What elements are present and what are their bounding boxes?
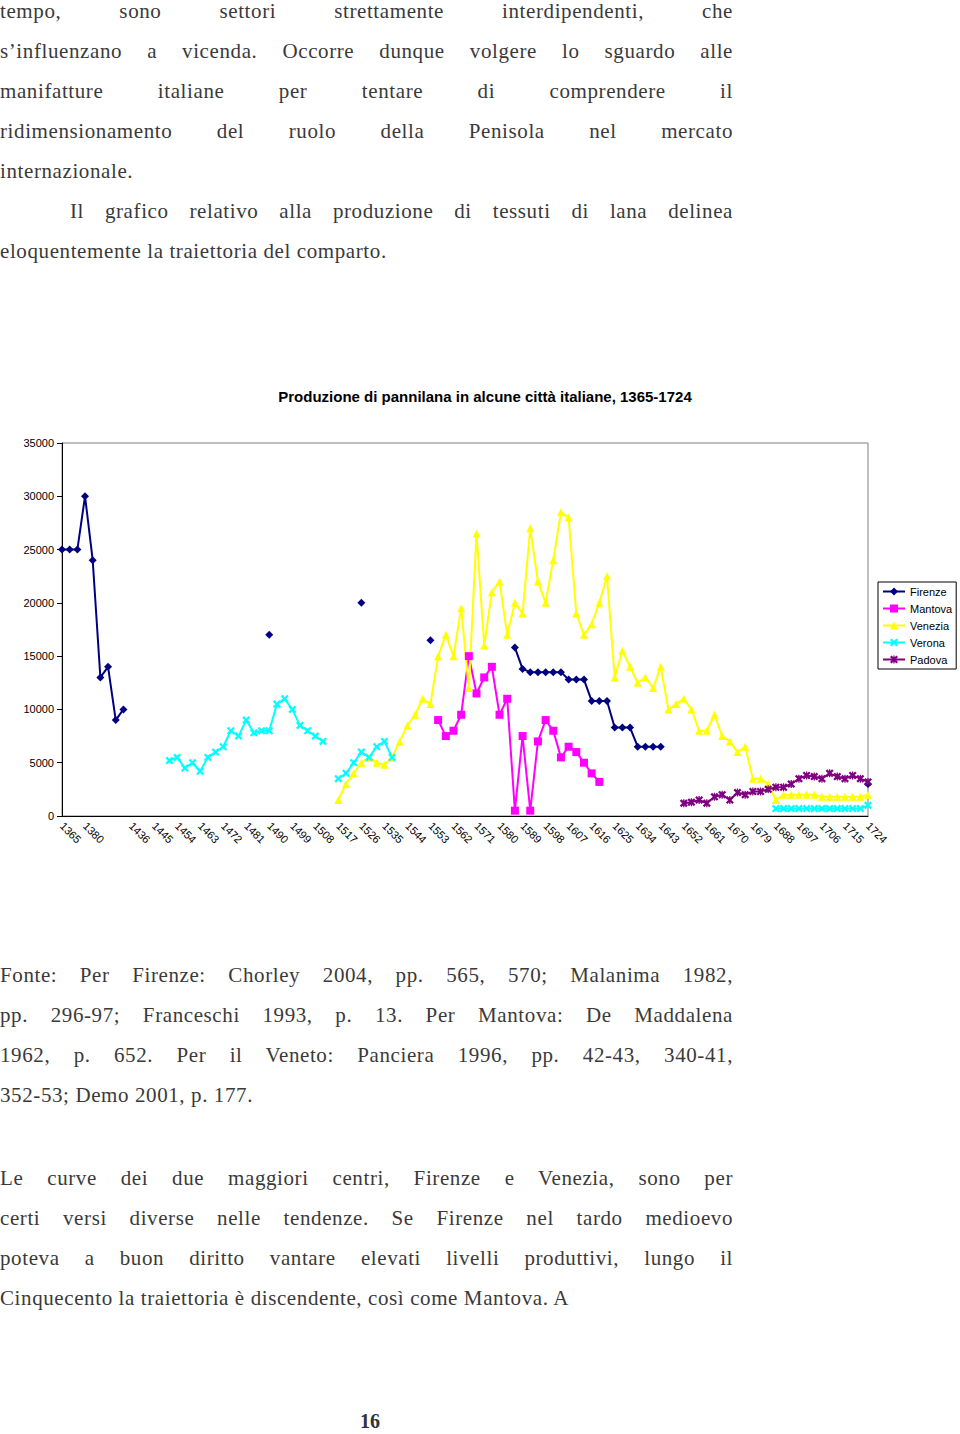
html-text:16: 16 xyxy=(360,1410,380,1432)
svg-text:1535: 1535 xyxy=(380,820,406,846)
svg-text:Padova: Padova xyxy=(910,654,948,666)
svg-text:25000: 25000 xyxy=(23,544,54,556)
svg-text:1724: 1724 xyxy=(864,820,890,846)
html-text:pp. 296-97; Franceschi 1993, p: pp. 296-97; Franceschi 1993, p. 13. Per … xyxy=(0,1003,733,1027)
svg-text:1508: 1508 xyxy=(311,820,337,846)
svg-text:1454: 1454 xyxy=(173,820,199,846)
svg-text:1679: 1679 xyxy=(749,820,775,846)
svg-text:1598: 1598 xyxy=(541,820,567,846)
html-text:s’influenzano a vicenda. Occor: s’influenzano a vicenda. Occorre dunque … xyxy=(0,39,733,63)
svg-text:1571: 1571 xyxy=(472,820,498,846)
svg-text:1589: 1589 xyxy=(518,820,544,846)
svg-text:1553: 1553 xyxy=(426,820,452,846)
svg-text:30000: 30000 xyxy=(23,490,54,502)
svg-text:1706: 1706 xyxy=(818,820,844,846)
svg-text:1580: 1580 xyxy=(495,820,521,846)
svg-text:1463: 1463 xyxy=(196,820,222,846)
svg-text:1625: 1625 xyxy=(610,820,636,846)
html-text:Le curve dei due maggiori cent: Le curve dei due maggiori centri, Firenz… xyxy=(0,1166,733,1190)
svg-text:0: 0 xyxy=(48,810,54,822)
svg-text:1688: 1688 xyxy=(772,820,798,846)
html-text:Il grafico relativo alla produ: Il grafico relativo alla produzione di t… xyxy=(70,199,733,223)
svg-text:1670: 1670 xyxy=(726,820,752,846)
svg-text:Verona: Verona xyxy=(910,637,946,649)
svg-text:1517: 1517 xyxy=(334,820,360,846)
svg-text:35000: 35000 xyxy=(23,437,54,449)
svg-text:Venezia: Venezia xyxy=(910,620,950,632)
svg-text:20000: 20000 xyxy=(23,597,54,609)
svg-text:1380: 1380 xyxy=(81,820,107,846)
svg-text:1365: 1365 xyxy=(58,820,84,846)
svg-text:10000: 10000 xyxy=(23,703,54,715)
svg-text:1661: 1661 xyxy=(703,820,729,846)
svg-text:Produzione di pannilana in alc: Produzione di pannilana in alcune città … xyxy=(278,388,692,405)
svg-text:1616: 1616 xyxy=(587,820,613,846)
svg-text:1445: 1445 xyxy=(150,820,176,846)
html-text:Fonte: Per Firenze: Chorley 20: Fonte: Per Firenze: Chorley 2004, pp. 56… xyxy=(0,963,733,987)
svg-text:1562: 1562 xyxy=(449,820,475,846)
html-text:352-53; Demo 2001, p. 177.: 352-53; Demo 2001, p. 177. xyxy=(0,1083,253,1107)
svg-text:1526: 1526 xyxy=(357,820,383,846)
html-text:poteva a buon diritto vantare: poteva a buon diritto vantare elevati li… xyxy=(0,1246,733,1270)
html-text:tempo, sono settori strettamen: tempo, sono settori strettamente interdi… xyxy=(0,0,733,23)
svg-text:Mantova: Mantova xyxy=(910,603,953,615)
svg-text:1607: 1607 xyxy=(564,820,590,846)
html-text:manifatture italiane per tenta: manifatture italiane per tentare di comp… xyxy=(0,79,733,103)
html-text:ridimensionamento del ruolo de: ridimensionamento del ruolo della Peniso… xyxy=(0,119,733,143)
svg-text:1499: 1499 xyxy=(288,820,314,846)
html-text:Cinquecento la traiettoria è d: Cinquecento la traiettoria è discendente… xyxy=(0,1286,569,1310)
svg-text:1472: 1472 xyxy=(219,820,245,846)
svg-text:1715: 1715 xyxy=(841,820,867,846)
html-text:certi versi diverse nelle tend: certi versi diverse nelle tendenze. Se F… xyxy=(0,1206,733,1230)
svg-text:1652: 1652 xyxy=(680,820,706,846)
svg-text:1697: 1697 xyxy=(795,820,821,846)
html-text:internazionale.: internazionale. xyxy=(0,159,134,183)
svg-text:15000: 15000 xyxy=(23,650,54,662)
svg-text:1490: 1490 xyxy=(265,820,291,846)
svg-text:1643: 1643 xyxy=(657,820,683,846)
svg-text:5000: 5000 xyxy=(30,757,54,769)
html-text:1962, p. 652. Per il Veneto: P: 1962, p. 652. Per il Veneto: Panciera 19… xyxy=(0,1043,733,1067)
svg-text:1634: 1634 xyxy=(633,820,659,846)
svg-text:1481: 1481 xyxy=(242,820,268,846)
svg-text:Firenze: Firenze xyxy=(910,586,947,598)
svg-text:1544: 1544 xyxy=(403,820,429,846)
html-text:eloquentemente la traiettoria: eloquentemente la traiettoria del compar… xyxy=(0,239,387,263)
svg-text:1436: 1436 xyxy=(127,820,153,846)
